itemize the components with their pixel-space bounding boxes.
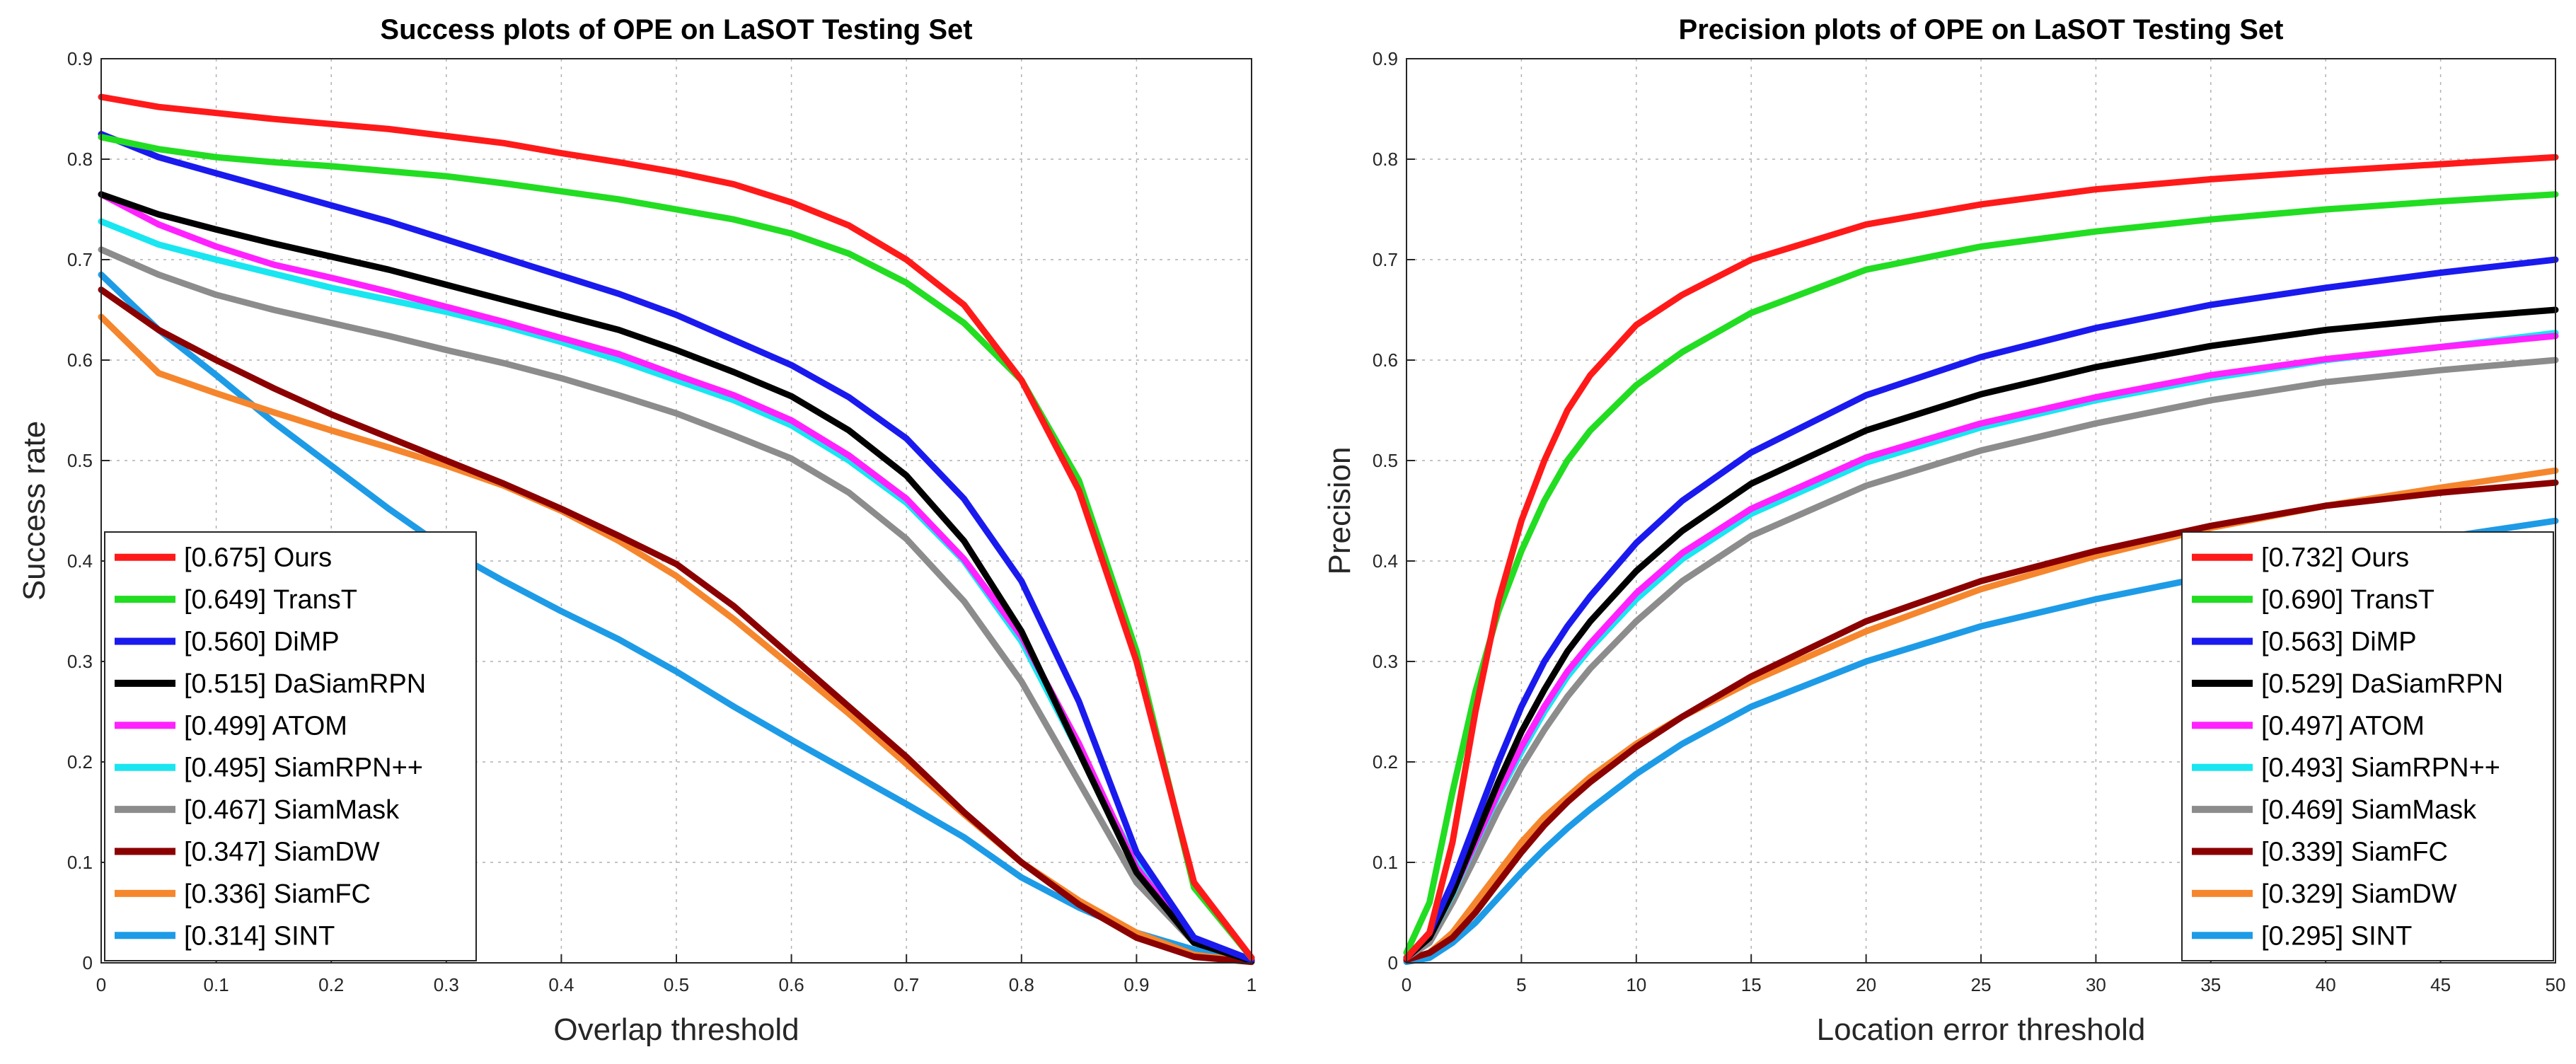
success-legend-label: [0.649] TransT xyxy=(184,585,357,615)
precision-x-tick-label: 45 xyxy=(2430,974,2451,995)
success-y-tick-label: 0.9 xyxy=(67,48,93,69)
success-plot: 0 0.1 0.2 0.3 0.4 0.5 0.6 0.7 0.8 0.9 1 0 0.1 0.2 0.3 0… xyxy=(17,14,1257,1047)
precision-y-tick-label: 0.5 xyxy=(1373,450,1398,471)
success-series-line xyxy=(98,93,1255,961)
precision-series-line xyxy=(1403,154,2559,961)
success-x-axis-label: Overlap threshold xyxy=(553,1012,799,1047)
precision-x-tick-label: 50 xyxy=(2546,974,2566,995)
precision-x-tick-label: 40 xyxy=(2316,974,2336,995)
success-legend-label: [0.560] DiMP xyxy=(184,628,340,657)
success-series-line xyxy=(98,191,1255,964)
precision-legend-label: [0.563] DiMP xyxy=(2261,628,2417,657)
success-legend-label: [0.515] DaSiamRPN xyxy=(184,669,426,699)
success-y-tick-label: 0 xyxy=(83,952,93,973)
success-plot-panel: 0 0.1 0.2 0.3 0.4 0.5 0.6 0.7 0.8 0.9 1 0 0.1 0.2 0.3 0… xyxy=(17,14,1257,1047)
success-legend-label: [0.495] SiamRPN++ xyxy=(184,753,423,783)
success-series-line xyxy=(98,131,1255,964)
precision-x-tick-label: 15 xyxy=(1741,974,1762,995)
success-series-line xyxy=(98,246,1255,964)
precision-plot: 0 5 10 15 20 25 30 35 40 45 50 0 0.1 0.2 0.3 0.4 0.5 0.6 0… xyxy=(1322,14,2566,1047)
success-y-axis-label: Success rate xyxy=(17,421,52,601)
precision-y-tick-label: 0.2 xyxy=(1373,751,1398,773)
success-chart-title: Success plots of OPE on LaSOT Testing Se… xyxy=(380,14,972,45)
success-legend: [0.675] Ours [0.649] TransT [0.560] DiMP [0… xyxy=(104,531,477,961)
success-x-tick-label: 0.3 xyxy=(434,974,459,995)
precision-legend-label: [0.529] DaSiamRPN xyxy=(2261,669,2503,699)
precision-series-line xyxy=(1403,479,2559,964)
success-legend-label: [0.467] SiamMask xyxy=(184,795,400,825)
success-legend-box xyxy=(104,531,477,961)
precision-legend-label: [0.732] Ours xyxy=(2261,543,2409,573)
success-y-tick-label: 0.2 xyxy=(67,751,93,773)
precision-legend-label: [0.295] SINT xyxy=(2261,921,2412,951)
precision-legend-box xyxy=(2181,531,2554,961)
precision-x-tick-label: 20 xyxy=(1856,974,1876,995)
success-x-tick-label: 0.7 xyxy=(894,974,919,995)
success-y-tick-label: 0.8 xyxy=(67,149,93,170)
precision-legend-label: [0.469] SiamMask xyxy=(2261,795,2477,825)
precision-series-line xyxy=(1403,357,2559,961)
precision-legend-label: [0.497] ATOM xyxy=(2261,711,2425,741)
success-x-tick-label: 0.2 xyxy=(318,974,344,995)
precision-x-axis-label: Location error threshold xyxy=(1817,1012,2146,1047)
precision-y-tick-label: 0.7 xyxy=(1373,249,1398,270)
precision-y-tick-label: 0.4 xyxy=(1373,550,1398,572)
precision-y-axis-label: Precision xyxy=(1322,447,1357,575)
precision-series-line xyxy=(1403,256,2559,961)
precision-y-tick-label: 0.3 xyxy=(1373,651,1398,672)
precision-y-tick-label: 0.6 xyxy=(1373,349,1398,371)
success-x-tick-label: 1 xyxy=(1247,974,1257,995)
success-y-tick-label: 0.7 xyxy=(67,249,93,270)
success-x-tick-label: 0 xyxy=(96,974,106,995)
success-y-tick-label: 0.3 xyxy=(67,651,93,672)
success-x-tick-label: 0.6 xyxy=(779,974,804,995)
success-x-tick-label: 0.8 xyxy=(1009,974,1034,995)
precision-y-tick-label: 0.8 xyxy=(1373,149,1398,170)
success-legend-label: [0.499] ATOM xyxy=(184,711,347,741)
success-y-tick-label: 0.6 xyxy=(67,349,93,371)
success-legend-label: [0.347] SiamDW xyxy=(184,838,380,867)
success-series-group xyxy=(98,93,1255,966)
precision-chart-title: Precision plots of OPE on LaSOT Testing … xyxy=(1679,14,2284,45)
precision-legend-label: [0.493] SiamRPN++ xyxy=(2261,753,2500,783)
precision-legend: [0.732] Ours [0.690] TransT [0.563] DiMP [0… xyxy=(2181,531,2554,961)
success-y-tick-label: 0.5 xyxy=(67,450,93,471)
success-series-line xyxy=(98,287,1255,966)
precision-legend-label: [0.690] TransT xyxy=(2261,585,2435,615)
success-x-tick-label: 0.9 xyxy=(1124,974,1149,995)
precision-y-tick-label: 0.1 xyxy=(1373,852,1398,873)
precision-x-tick-label: 35 xyxy=(2200,974,2221,995)
precision-legend-label: [0.329] SiamDW xyxy=(2261,879,2457,909)
precision-plot-panel: 0 5 10 15 20 25 30 35 40 45 50 0 0.1 0.2 0.3 0.4 0.5 0.6 0… xyxy=(1288,0,2575,1064)
precision-ticks: 0 5 10 15 20 25 30 35 40 45 50 0 0.1 0.2 0.3 0.4 0.5 0.6 0… xyxy=(1373,48,2566,995)
precision-y-tick-label: 0 xyxy=(1388,952,1398,973)
precision-series-group xyxy=(1403,154,2559,966)
precision-x-tick-label: 25 xyxy=(1971,974,1992,995)
precision-x-tick-label: 0 xyxy=(1402,974,1411,995)
success-legend-label: [0.314] SINT xyxy=(184,921,335,951)
precision-x-tick-label: 10 xyxy=(1626,974,1646,995)
success-y-tick-label: 0.4 xyxy=(67,550,93,572)
precision-x-tick-label: 30 xyxy=(2086,974,2106,995)
precision-series-line xyxy=(1403,191,2559,956)
success-ticks: 0 0.1 0.2 0.3 0.4 0.5 0.6 0.7 0.8 0.9 1 0 0.1 0.2 0.3 0… xyxy=(67,48,1257,995)
precision-series-line xyxy=(1403,306,2559,961)
success-y-tick-label: 0.1 xyxy=(67,852,93,873)
precision-y-tick-label: 0.9 xyxy=(1373,48,1398,69)
success-legend-label: [0.675] Ours xyxy=(184,543,332,573)
precision-x-tick-label: 5 xyxy=(1516,974,1526,995)
success-x-tick-label: 0.1 xyxy=(204,974,229,995)
success-legend-label: [0.336] SiamFC xyxy=(184,879,371,909)
success-series-line xyxy=(98,271,1255,964)
success-x-tick-label: 0.5 xyxy=(664,974,689,995)
precision-legend-label: [0.339] SiamFC xyxy=(2261,838,2448,867)
success-x-tick-label: 0.4 xyxy=(548,974,574,995)
